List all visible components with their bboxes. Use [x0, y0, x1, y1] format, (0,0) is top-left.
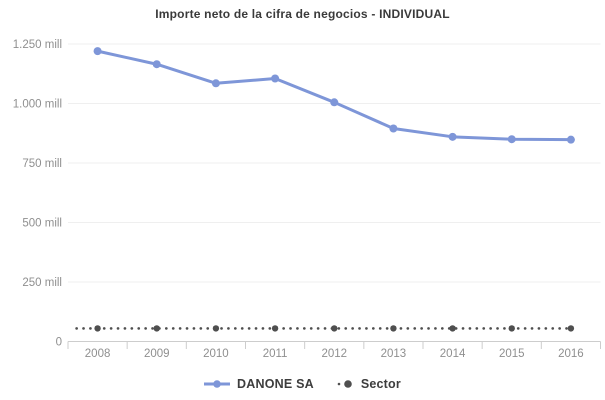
data-point-sector-2015[interactable] — [508, 325, 515, 332]
x-axis-label: 2011 — [263, 348, 288, 360]
y-axis-label: 1.000 mill — [13, 99, 62, 111]
y-axis-label: 0 — [56, 337, 62, 349]
x-axis-label: 2015 — [499, 348, 525, 360]
data-point-danone-sa-2008[interactable] — [93, 47, 102, 56]
x-axis-label: 2009 — [144, 348, 170, 360]
data-point-danone-sa-2014[interactable] — [448, 132, 457, 141]
x-axis-label: 2010 — [203, 348, 229, 360]
data-point-danone-sa-2012[interactable] — [330, 98, 339, 107]
legend-marker-icon — [204, 380, 231, 388]
data-point-danone-sa-2011[interactable] — [271, 74, 280, 83]
data-point-sector-2008[interactable] — [94, 325, 101, 332]
x-axis-label: 2008 — [85, 348, 111, 360]
legend-item-sector[interactable]: Sector — [336, 377, 401, 391]
data-point-sector-2011[interactable] — [271, 325, 279, 332]
data-point-danone-sa-2010[interactable] — [211, 79, 220, 88]
data-point-sector-2014[interactable] — [449, 325, 456, 332]
data-point-danone-sa-2013[interactable] — [389, 124, 398, 133]
y-axis-label: 250 mill — [22, 277, 62, 289]
data-point-sector-2016[interactable] — [567, 325, 575, 332]
data-point-sector-2009[interactable] — [153, 325, 160, 332]
data-point-sector-2012[interactable] — [331, 325, 338, 332]
x-axis-label: 2013 — [381, 348, 407, 360]
chart-title: Importe neto de la cifra de negocios - I… — [155, 7, 450, 21]
x-axis-label: 2012 — [321, 348, 347, 360]
data-point-sector-2010[interactable] — [212, 325, 220, 332]
y-axis-label: 750 mill — [22, 158, 62, 170]
data-point-sector-2013[interactable] — [390, 325, 397, 332]
series-line-danone-sa — [96, 49, 573, 142]
chart-legend: DANONE SA Sector — [0, 377, 605, 391]
legend-item-danone-sa[interactable]: DANONE SA — [204, 377, 314, 391]
data-point-danone-sa-2016[interactable] — [566, 135, 575, 144]
data-point-danone-sa-2009[interactable] — [152, 60, 161, 69]
x-axis-label: 2016 — [558, 348, 584, 360]
y-axis-label: 500 mill — [22, 218, 62, 230]
series-danone-sa — [93, 47, 575, 144]
y-axis-label: 1.250 mill — [13, 39, 62, 51]
legend-marker-icon — [337, 380, 352, 388]
x-axis-label: 2014 — [440, 348, 466, 360]
legend-label: Sector — [360, 377, 401, 391]
series-sector — [75, 325, 575, 332]
data-point-danone-sa-2015[interactable] — [507, 135, 516, 144]
legend-label: DANONE SA — [237, 377, 314, 391]
